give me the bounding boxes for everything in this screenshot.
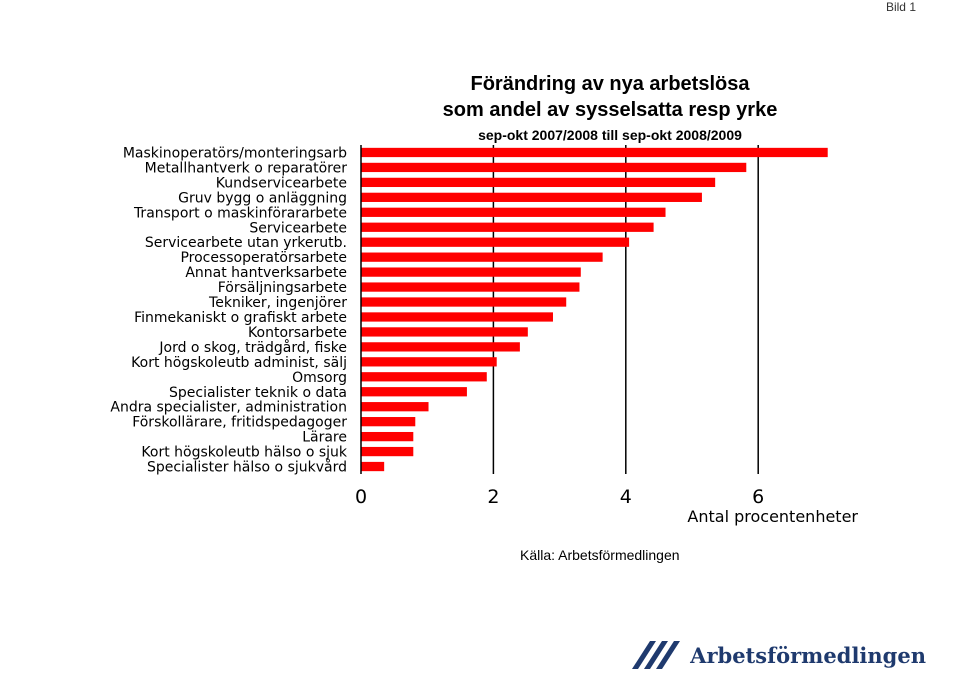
arbetsformedlingen-logo-icon (632, 641, 681, 669)
category-label: Annat hantverksarbete (185, 265, 347, 281)
bar (361, 207, 666, 217)
category-label: Lärare (302, 430, 347, 446)
category-label: Metallhantverk o reparatörer (145, 160, 348, 176)
category-label: Maskinoperatörs/monteringsarb (123, 145, 347, 161)
x-axis-label: Antal procentenheter (687, 507, 858, 526)
bar (361, 372, 487, 382)
category-label: Servicearbete (249, 220, 347, 236)
source-note: Källa: Arbetsförmedlingen (520, 547, 680, 563)
slide-label: Bild 1 (885, 0, 916, 14)
bar (361, 252, 603, 262)
category-label: Specialister teknik o data (169, 385, 347, 401)
x-tick-label: 0 (355, 486, 367, 508)
bar (361, 222, 654, 232)
category-label: Kort högskoleutb hälso o sjuk (141, 445, 347, 461)
category-label: Omsorg (292, 370, 347, 386)
chart-title-line2: som andel av sysselsatta resp yrke (442, 99, 778, 121)
bar (361, 282, 580, 292)
category-label: Kundservicearbete (216, 175, 347, 191)
bar (361, 192, 702, 202)
chart-subtitle: sep-okt 2007/2008 till sep-okt 2008/2009 (478, 127, 742, 143)
brand-logo: Arbetsförmedlingen (630, 639, 926, 671)
bar (361, 177, 716, 188)
chart-title: Förändring av nya arbetslösa (470, 73, 750, 95)
x-tick-label: 6 (752, 486, 764, 508)
category-label: Tekniker, ingenjörer (208, 295, 347, 311)
category-label: Finmekaniskt o grafiskt arbete (134, 310, 347, 326)
bar (361, 267, 581, 277)
bar (361, 402, 429, 412)
bar (361, 431, 414, 442)
bar (361, 297, 567, 307)
bar-chart: Maskinoperatörs/monteringsarbMetallhantv… (110, 145, 858, 526)
category-label: Transport o maskinförararbete (133, 205, 347, 221)
bar (361, 387, 467, 397)
bar (361, 147, 828, 158)
bar (361, 446, 414, 457)
footer-band: Arbetsförmedlingen (4, 615, 960, 681)
category-label: Kort högskoleutb administ, sälj (131, 355, 347, 371)
category-label: Jord o skog, trädgård, fiske (158, 339, 347, 356)
x-tick-label: 4 (620, 486, 632, 508)
category-label: Specialister hälso o sjukvård (147, 459, 347, 476)
bar (361, 417, 416, 427)
category-label: Andra specialister, administration (110, 400, 347, 416)
top-bar: Bild 1 (0, 0, 960, 14)
category-label: Försäljningsarbete (218, 280, 347, 296)
category-label: Processoperatörsarbete (180, 250, 347, 266)
bar (361, 327, 528, 337)
x-tick-label: 2 (487, 486, 499, 508)
bar (361, 342, 520, 352)
bar (361, 357, 497, 367)
category-label: Kontorsarbete (248, 325, 347, 341)
bar (361, 312, 553, 322)
category-label: Gruv bygg o anläggning (178, 190, 347, 206)
category-label: Servicearbete utan yrkerutb. (145, 235, 347, 251)
bar (361, 162, 747, 173)
logo-text: Arbetsförmedlingen (690, 642, 926, 668)
bar (361, 237, 630, 247)
category-label: Förskollärare, fritidspedagoger (132, 415, 347, 431)
bar (361, 461, 385, 472)
